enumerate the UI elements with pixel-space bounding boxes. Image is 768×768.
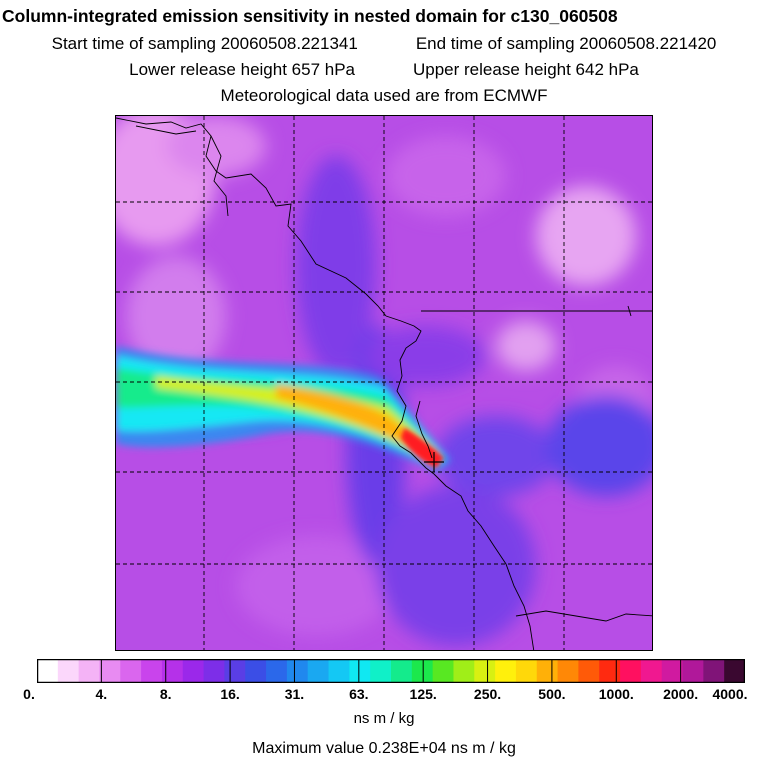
lower-height-label: Lower release height 657 hPa xyxy=(129,60,355,79)
colorbar-swatch xyxy=(245,659,267,683)
maximum-value-label: Maximum value 0.238E+04 ns m / kg xyxy=(252,740,516,757)
colorbar-swatch xyxy=(474,659,496,683)
colorbar-tick-label: 16. xyxy=(220,686,240,702)
plot-title: Column-integrated emission sensitivity i… xyxy=(2,6,618,26)
colorbar-tick-label: 125. xyxy=(409,686,437,702)
colorbar-swatch xyxy=(682,659,704,683)
colorbar-tick-label: 0. xyxy=(23,686,35,702)
colorbar-swatch xyxy=(99,659,121,683)
colorbar-swatch xyxy=(578,659,600,683)
met-data-label: Meteorological data used are from ECMWF xyxy=(220,86,548,105)
plume xyxy=(116,346,451,472)
colorbar-swatch xyxy=(432,659,455,683)
dark-patch xyxy=(436,416,556,496)
light-patch xyxy=(386,136,506,216)
colorbar-swatch xyxy=(557,659,580,683)
coastlines xyxy=(116,117,652,650)
receptor-coast xyxy=(415,400,433,459)
coastline-inlet xyxy=(210,135,229,217)
start-time-label: Start time of sampling 20060508.221341 xyxy=(51,34,358,53)
colorbar-swatch xyxy=(57,659,80,683)
light-patch xyxy=(496,321,556,371)
colorbar-swatch xyxy=(640,659,663,683)
colorbar-swatch xyxy=(224,659,246,683)
colorbar-tick-label: 63. xyxy=(349,686,369,702)
colorbar-swatch xyxy=(536,659,559,683)
coastline-south xyxy=(515,610,652,622)
coastline-notch xyxy=(627,305,632,317)
colorbar-swatch xyxy=(37,659,59,683)
receptor-marker xyxy=(424,452,444,472)
colorbar-tick-label: 2000. xyxy=(663,686,699,702)
colorbar-swatch xyxy=(411,659,434,683)
colorbar-swatch xyxy=(661,659,684,683)
colorbar-tick-label: 4000. xyxy=(712,686,748,702)
colorbar-tick-label: 4. xyxy=(95,686,108,702)
light-patch xyxy=(536,186,636,286)
plume-band-yellow xyxy=(156,376,438,458)
coastline-west xyxy=(135,125,197,135)
field-patches xyxy=(116,116,652,646)
sampling-times: Start time of sampling 20060508.221341 En… xyxy=(0,34,768,54)
release-heights: Lower release height 657 hPa Upper releas… xyxy=(0,60,768,80)
colorbar-swatch xyxy=(515,659,538,683)
colorbar-swatch xyxy=(78,659,101,683)
colorbar-swatch xyxy=(495,659,517,683)
colorbar-swatch xyxy=(266,659,288,683)
sensitivity-map xyxy=(116,116,652,650)
colorbar-swatch xyxy=(286,659,309,683)
colorbar-tick-label: 8. xyxy=(159,686,172,702)
colorbar-units: ns m / kg xyxy=(353,710,415,727)
colorbar-swatch xyxy=(724,659,745,683)
map-panel xyxy=(115,115,653,651)
light-patch xyxy=(236,536,396,636)
colorbar-swatch xyxy=(120,659,142,683)
colorbar-swatch xyxy=(161,659,184,683)
colorbar-swatch xyxy=(391,659,413,683)
coastline-coast xyxy=(385,315,535,650)
colorbar-tick-label: 1000. xyxy=(598,686,634,702)
upper-height-label: Upper release height 642 hPa xyxy=(413,60,639,79)
dark-patch xyxy=(296,156,376,376)
colorbar-swatch xyxy=(703,659,725,683)
plume-core-red xyxy=(401,428,444,468)
colorbar-swatch xyxy=(328,659,350,683)
colorbar-swatch xyxy=(307,659,330,683)
colorbar-tick-label: 250. xyxy=(473,686,502,702)
colorbar-swatch xyxy=(453,659,475,683)
colorbar-swatch xyxy=(182,659,205,683)
colorbar-tick-label: 500. xyxy=(538,686,566,702)
end-time-label: End time of sampling 20060508.221420 xyxy=(415,34,717,53)
coastline-north xyxy=(116,117,387,317)
colorbar-swatch xyxy=(141,659,163,683)
colorbar-tick-label: 31. xyxy=(284,686,305,702)
light-patch xyxy=(126,256,226,376)
colorbar-swatch xyxy=(203,659,226,683)
colorbar-swatch xyxy=(599,659,621,683)
colorbar-swatch xyxy=(349,659,371,683)
colorbar-swatch xyxy=(620,659,642,683)
grid-lines xyxy=(116,116,652,650)
dark-patch xyxy=(376,486,536,646)
dark-patch xyxy=(546,396,652,496)
colorbar-border xyxy=(37,659,745,683)
plume-band-orange xyxy=(276,384,436,453)
colorbar xyxy=(37,659,745,683)
dark-patch xyxy=(366,326,486,386)
colorbar-swatch xyxy=(370,659,392,683)
